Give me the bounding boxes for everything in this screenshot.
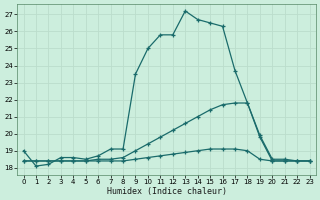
- X-axis label: Humidex (Indice chaleur): Humidex (Indice chaleur): [107, 187, 227, 196]
